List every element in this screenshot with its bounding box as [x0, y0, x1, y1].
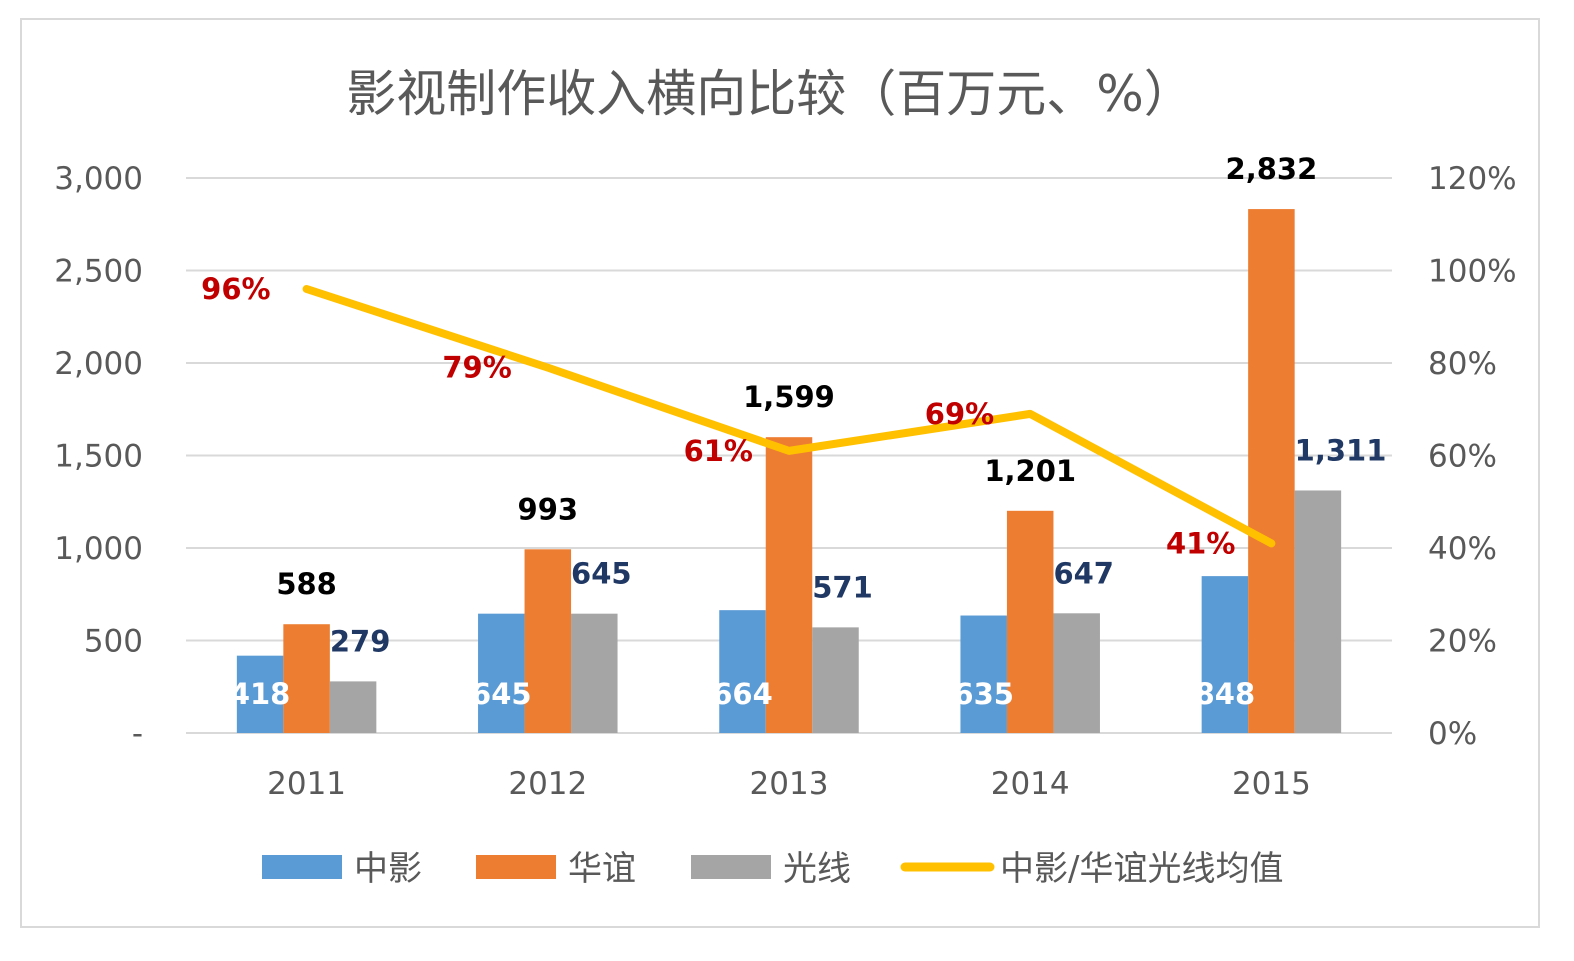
legend-swatch	[476, 855, 556, 879]
bar-光线	[329, 681, 377, 733]
y-left-tick-label: 1,500	[54, 439, 143, 475]
x-tick-label: 2011	[267, 766, 346, 802]
y-left-tick-label: 2,000	[54, 346, 143, 382]
legend-label: 光线	[783, 849, 851, 889]
bar-data-label: 993	[518, 492, 579, 526]
y-right-tick-label: 120%	[1428, 161, 1517, 197]
bar-data-label: 645	[571, 557, 632, 591]
line-data-label: 61%	[684, 434, 753, 468]
bar-data-label: 635	[953, 677, 1014, 711]
bar-光线	[571, 613, 618, 733]
y-left-tick-label: 1,000	[54, 531, 143, 567]
y-right-tick-label: 0%	[1428, 716, 1477, 752]
bar-中影	[236, 655, 284, 733]
line-data-label: 96%	[201, 272, 270, 306]
legend-label: 中影/华谊光线均值	[1000, 849, 1283, 889]
ratio-line	[302, 285, 1276, 548]
chart-title: 影视制作收入横向比较（百万元、%）	[346, 65, 1194, 123]
bar-光线	[1294, 490, 1342, 733]
bar-华谊	[283, 624, 330, 733]
legend-swatch	[262, 855, 342, 879]
y-right-tick-label: 40%	[1428, 531, 1497, 567]
x-tick-label: 2015	[1232, 766, 1311, 802]
y-left-tick-label: 3,000	[54, 161, 143, 197]
data-labels: 418 645 664 635 848 588 993 1,599 1,201 2,832 279 6…	[201, 152, 1386, 711]
bar-data-label: 588	[276, 567, 337, 601]
x-tick-label: 2012	[508, 766, 587, 802]
bar-data-label: 279	[330, 624, 391, 658]
y-left-tick-label: 2,500	[54, 254, 143, 290]
gridlines	[186, 177, 1392, 734]
y-left-tick-label: -	[132, 716, 143, 752]
y-right-tick-label: 100%	[1428, 254, 1517, 290]
bar-data-label: 418	[230, 677, 291, 711]
bar-data-label: 2,832	[1226, 152, 1318, 186]
bar-华谊	[524, 549, 572, 733]
line-series	[302, 285, 1276, 548]
bar-data-label: 571	[812, 570, 873, 604]
bar-data-label: 1,599	[743, 380, 835, 414]
bar-data-label: 647	[1053, 556, 1114, 590]
line-data-label: 69%	[925, 397, 994, 431]
legend-swatch	[691, 855, 771, 879]
bar-data-label: 848	[1195, 677, 1256, 711]
bars	[236, 209, 1342, 733]
y-right-tick-label: 80%	[1428, 346, 1497, 382]
bar-data-label: 1,311	[1295, 433, 1387, 467]
bar-data-label: 1,201	[984, 454, 1076, 488]
bar-华谊	[1006, 510, 1054, 733]
axes: - 0% 500 20% 1,000 40% 1,500 60% 2,000 80% 2,500 10…	[54, 161, 1516, 802]
legend-label: 华谊	[568, 849, 636, 889]
bar-中影	[478, 613, 525, 733]
x-tick-label: 2014	[991, 766, 1070, 802]
legend: 中影 华谊 光线 中影/华谊光线均值	[262, 849, 1283, 889]
line-data-label: 79%	[442, 351, 511, 385]
y-left-tick-label: 500	[84, 624, 143, 660]
y-right-tick-label: 60%	[1428, 439, 1497, 475]
bar-中影	[719, 610, 766, 733]
x-tick-label: 2013	[750, 766, 829, 802]
bar-中影	[960, 615, 1007, 733]
bar-光线	[812, 627, 859, 733]
y-right-tick-label: 20%	[1428, 624, 1497, 660]
bar-华谊	[1248, 209, 1295, 733]
bar-光线	[1053, 613, 1100, 733]
line-data-label: 41%	[1166, 526, 1235, 560]
bar-华谊	[765, 437, 813, 733]
legend-label: 中影	[354, 849, 422, 889]
bar-data-label: 664	[712, 677, 773, 711]
bar-data-label: 645	[471, 677, 532, 711]
bar-中影	[1201, 576, 1249, 733]
